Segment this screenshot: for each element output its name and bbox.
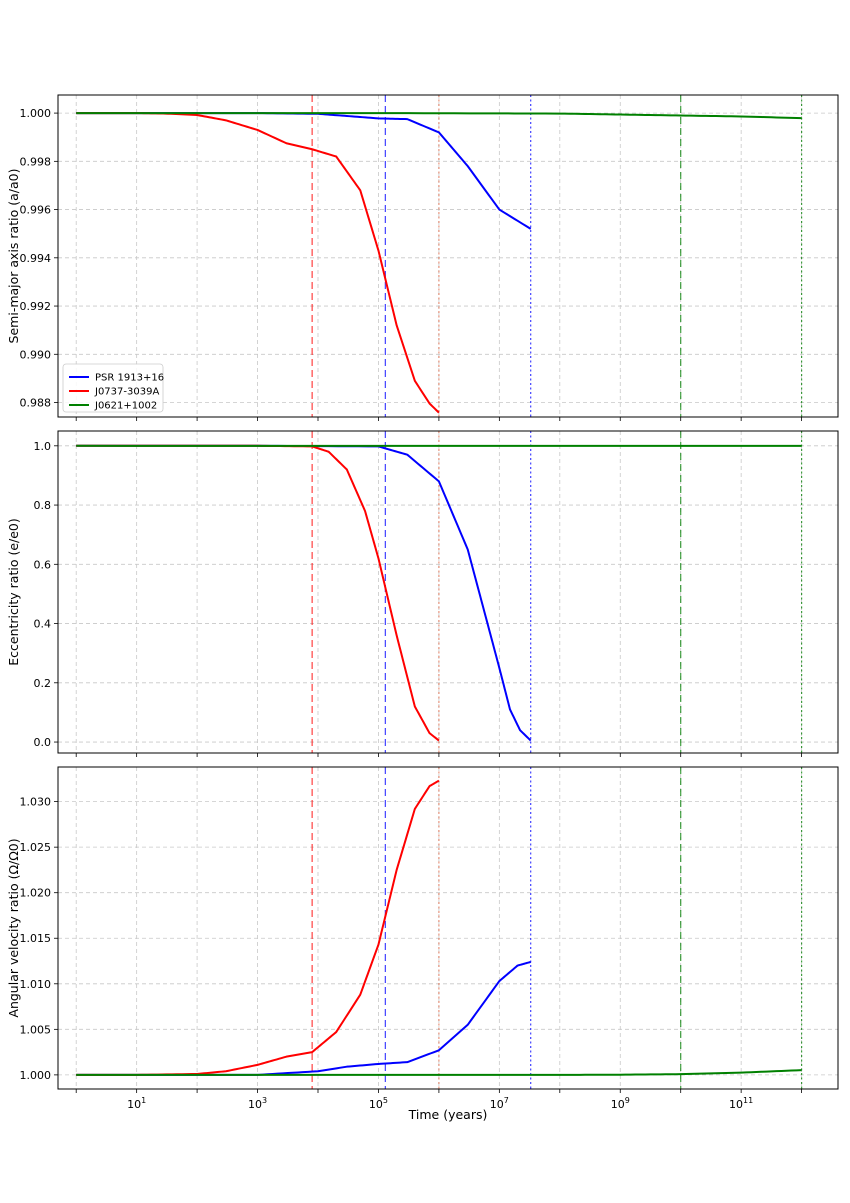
x-tick-label: 107 [490, 1096, 509, 1111]
x-tick-label: 103 [248, 1096, 267, 1111]
y-tick-label: 1.025 [20, 841, 52, 854]
y-tick-label: 0.990 [20, 348, 52, 361]
axes-frame [57, 430, 839, 754]
y-tick-label: 1.000 [20, 107, 52, 120]
y-tick-label: 0.6 [34, 558, 52, 571]
series-line-psr-1913-16 [76, 960, 531, 1076]
panel-eccentricity: 0.0 0.2 0.4 0.6 0.8 1.0 Eccentricity ratio (e/… [6, 430, 839, 757]
x-tick-label: 105 [369, 1096, 388, 1111]
y-tick-label: 0.994 [20, 252, 52, 265]
y-tick-label: 0.0 [34, 736, 52, 749]
legend-label: J0737-3039A [94, 387, 159, 398]
legend: PSR 1913+16 J0737-3039A J0621+1002 [62, 363, 164, 413]
y-tick-label: 0.4 [34, 618, 52, 631]
legend-label: PSR 1913+16 [95, 373, 164, 384]
y-tick-label: 0.2 [34, 677, 52, 690]
x-tick-label: 1011 [729, 1096, 753, 1111]
x-axis-label: Time (years) [408, 1107, 488, 1122]
y-axis-label: Semi-major axis ratio (a/a0) [6, 169, 21, 344]
y-axis-label: Angular velocity ratio (Ω/Ω0) [6, 838, 21, 1017]
y-axis-label: Eccentricity ratio (e/e0) [6, 518, 21, 665]
panel-angular-velocity: 1.000 1.005 1.010 1.015 1.020 1.025 1.030 Angul… [6, 766, 839, 1111]
x-tick-label: 101 [127, 1096, 146, 1111]
y-tick-label: 1.000 [20, 1069, 52, 1082]
axes-frame [57, 766, 839, 1090]
y-tick-label: 1.0 [34, 440, 52, 453]
y-tick-label: 1.010 [20, 978, 52, 991]
x-tick-label: 109 [611, 1096, 630, 1111]
y-tick-label: 1.020 [20, 887, 52, 900]
y-tick-label: 0.998 [20, 155, 52, 168]
series-line-j0621-1002 [76, 112, 802, 120]
y-tick-label: 1.015 [20, 932, 52, 945]
series-line-j0737-3039a [76, 779, 440, 1076]
y-tick-label: 0.8 [34, 499, 52, 512]
y-tick-label: 1.005 [20, 1023, 52, 1036]
legend-label: J0621+1002 [94, 401, 157, 412]
y-tick-label: 1.030 [20, 796, 52, 809]
series-line-j0621-1002 [76, 1069, 802, 1076]
axes-frame [57, 94, 839, 418]
y-tick-label: 0.988 [20, 397, 52, 410]
series-line-psr-1913-16 [76, 444, 532, 742]
panel-semi-major-axis: 0.988 0.990 0.992 0.994 0.996 0.998 1.000 Semi-… [6, 94, 839, 421]
series-line-psr-1913-16 [76, 112, 532, 230]
y-tick-label: 0.992 [20, 300, 52, 313]
y-tick-label: 0.996 [20, 204, 52, 217]
